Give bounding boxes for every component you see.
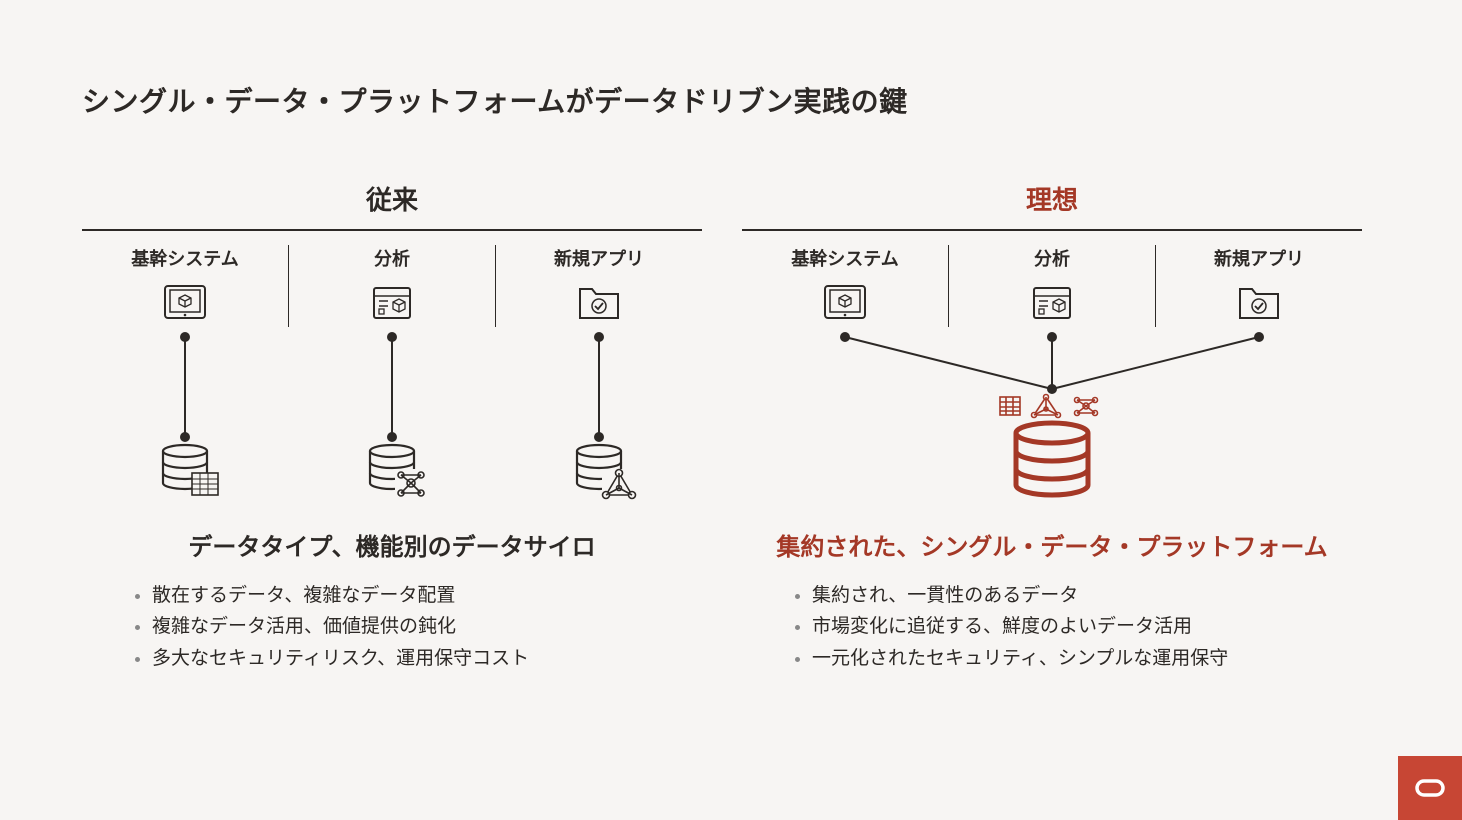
ideal-header: 理想 (742, 180, 1362, 231)
folder-check-icon (496, 281, 702, 327)
legacy-silo-0: 基幹システム (82, 245, 288, 327)
ideal-bullet-1: 市場変化に追従する、鮮度のよいデータ活用 (812, 611, 1362, 642)
ideal-silo-row: 基幹システム 分析 新規アプリ (742, 245, 1362, 327)
ideal-subtitle: 集約された、シングル・データ・プラットフォーム (742, 527, 1362, 562)
legacy-silo-1-label: 分析 (289, 245, 495, 271)
analysis-icon (949, 281, 1155, 327)
ideal-silo-1-label: 分析 (949, 245, 1155, 271)
column-ideal: 理想 基幹システム 分析 新規アプリ (742, 180, 1362, 674)
column-legacy: 従来 基幹システム 分析 新規アプリ (82, 180, 702, 674)
legacy-silo-1: 分析 (288, 245, 495, 327)
legacy-header: 従来 (82, 180, 702, 231)
legacy-connectors (82, 327, 702, 507)
legacy-bullets: 散在するデータ、複雑なデータ配置 複雑なデータ活用、価値提供の鈍化 多大なセキュ… (152, 580, 702, 674)
ideal-silo-1: 分析 (948, 245, 1155, 327)
ideal-silo-2: 新規アプリ (1155, 245, 1362, 327)
columns-container: 従来 基幹システム 分析 新規アプリ (82, 180, 1362, 674)
tablet-box-icon (742, 281, 948, 327)
legacy-bullet-2: 多大なセキュリティリスク、運用保守コスト (152, 643, 702, 674)
folder-check-icon (1156, 281, 1362, 327)
tablet-box-icon (82, 281, 288, 327)
legacy-silo-2-label: 新規アプリ (496, 245, 702, 271)
slide-title: シングル・データ・プラットフォームがデータドリブン実践の鍵 (82, 80, 908, 120)
ideal-silo-0-label: 基幹システム (742, 245, 948, 271)
oracle-logo (1398, 756, 1462, 820)
legacy-silo-2: 新規アプリ (495, 245, 702, 327)
analysis-icon (289, 281, 495, 327)
legacy-silo-row: 基幹システム 分析 新規アプリ (82, 245, 702, 327)
legacy-bullet-0: 散在するデータ、複雑なデータ配置 (152, 580, 702, 611)
ideal-silo-0: 基幹システム (742, 245, 948, 327)
ideal-bullet-0: 集約され、一貫性のあるデータ (812, 580, 1362, 611)
legacy-subtitle: データタイプ、機能別のデータサイロ (82, 527, 702, 562)
ideal-silo-2-label: 新規アプリ (1156, 245, 1362, 271)
ideal-bullet-2: 一元化されたセキュリティ、シンプルな運用保守 (812, 643, 1362, 674)
legacy-bullet-1: 複雑なデータ活用、価値提供の鈍化 (152, 611, 702, 642)
legacy-silo-0-label: 基幹システム (82, 245, 288, 271)
ideal-bullets: 集約され、一貫性のあるデータ 市場変化に追従する、鮮度のよいデータ活用 一元化さ… (812, 580, 1362, 674)
ideal-connectors (742, 327, 1362, 507)
